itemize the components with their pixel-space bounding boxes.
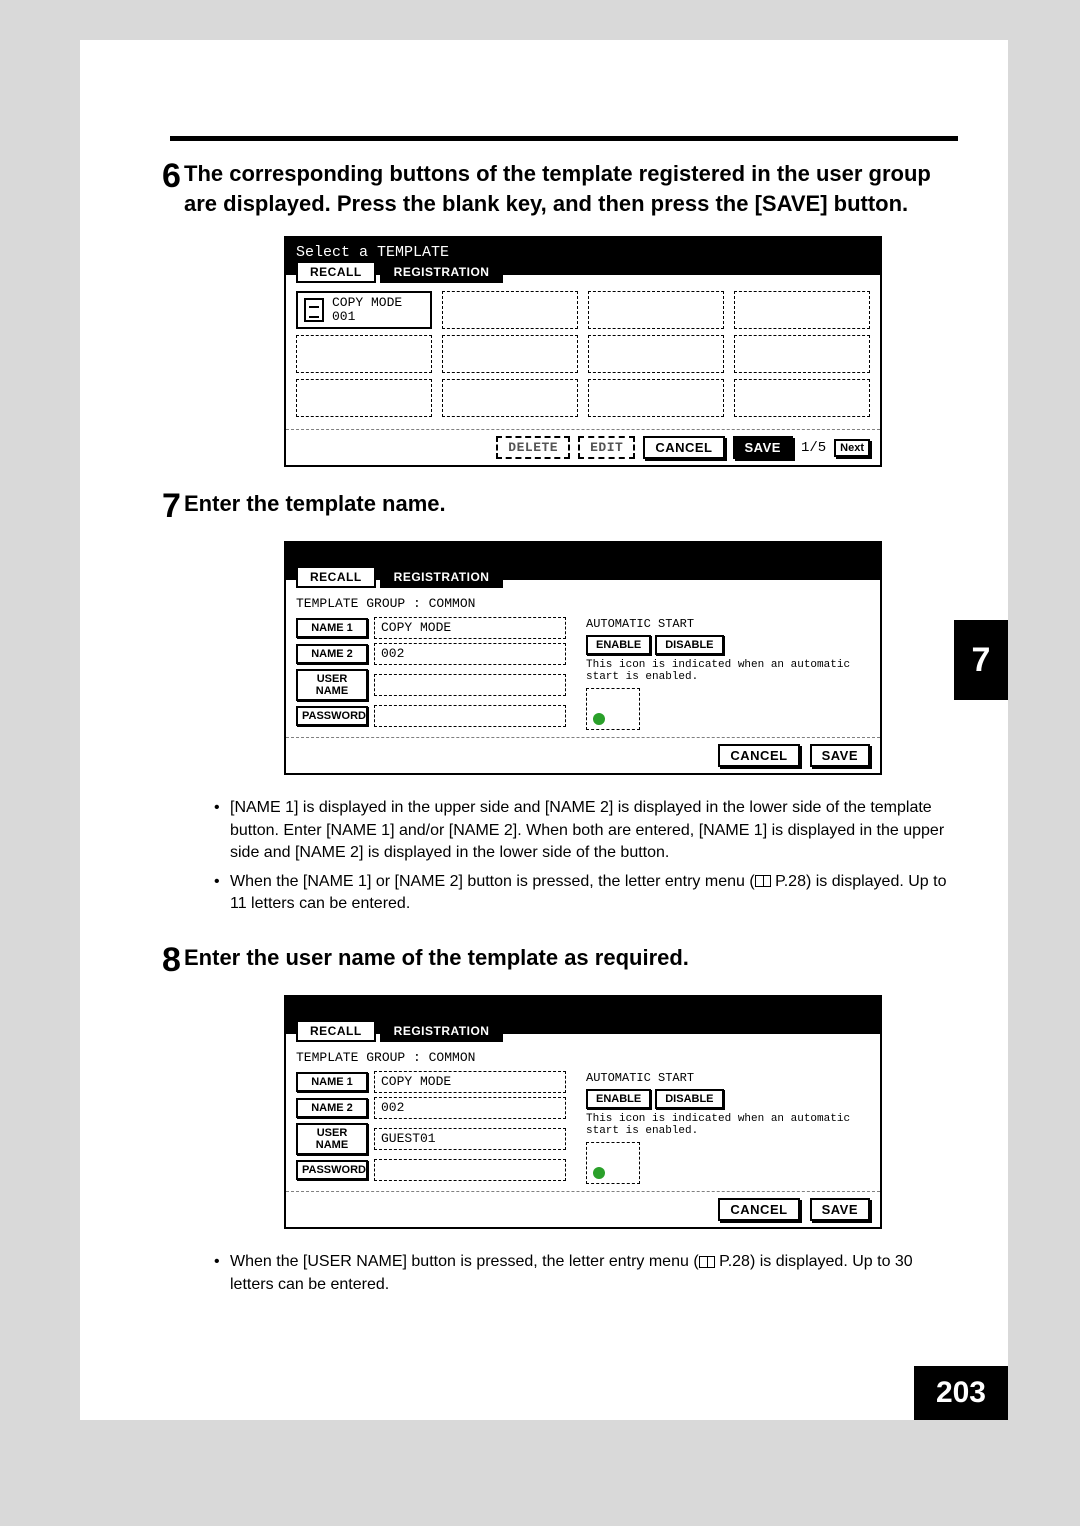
note-text: When the [NAME 1] or [NAME 2] button is … [214, 871, 948, 916]
template-name-screenshot: RECALL REGISTRATION TEMPLATE GROUP : COM… [284, 541, 882, 775]
template-slot-empty[interactable] [442, 291, 578, 329]
template-slot-empty[interactable] [588, 291, 724, 329]
delete-button[interactable]: DELETE [496, 436, 570, 459]
edit-button[interactable]: EDIT [578, 436, 635, 459]
template-select-screenshot: Select a TEMPLATE RECALL REGISTRATION CO… [284, 236, 882, 467]
template-username-screenshot: RECALL REGISTRATION TEMPLATE GROUP : COM… [284, 995, 882, 1229]
section-rule [170, 136, 958, 141]
template-slot-1[interactable]: COPY MODE 001 [296, 291, 432, 329]
save-button[interactable]: SAVE [733, 436, 793, 459]
template-group-label: TEMPLATE GROUP : COMMON [296, 596, 870, 611]
automatic-start-label: AUTOMATIC START [586, 1071, 870, 1085]
step-number: 8 [140, 943, 184, 977]
password-button[interactable]: PASSWORD [296, 706, 368, 726]
step-number: 7 [140, 489, 184, 523]
tabs: RECALL REGISTRATION [286, 566, 880, 588]
tabs: RECALL REGISTRATION [286, 1020, 880, 1042]
template-slot-empty[interactable] [588, 379, 724, 417]
note-text: [NAME 1] is displayed in the upper side … [214, 797, 948, 864]
screen-footer: DELETE EDIT CANCEL SAVE 1/5 Next [286, 429, 880, 465]
manual-ref-icon [755, 875, 771, 887]
username-field[interactable]: GUEST01 [374, 1128, 566, 1150]
step-6: 6 The corresponding buttons of the templ… [140, 159, 948, 218]
password-field[interactable] [374, 1159, 566, 1181]
cancel-button[interactable]: CANCEL [718, 1198, 799, 1221]
next-button[interactable]: Next [834, 439, 870, 457]
note-text: When the [USER NAME] button is pressed, … [214, 1251, 948, 1296]
automatic-start-label: AUTOMATIC START [586, 617, 870, 631]
tab-recall[interactable]: RECALL [296, 1020, 376, 1042]
name2-button[interactable]: NAME 2 [296, 644, 368, 664]
step-7-notes: [NAME 1] is displayed in the upper side … [214, 797, 948, 915]
name1-field[interactable]: COPY MODE [374, 617, 566, 639]
document-icon [304, 298, 324, 322]
manual-page: 6 The corresponding buttons of the templ… [80, 40, 1008, 1420]
cancel-button[interactable]: CANCEL [643, 436, 724, 459]
template-slot-empty[interactable] [296, 335, 432, 373]
screen-footer: CANCEL SAVE [286, 737, 880, 773]
cancel-button[interactable]: CANCEL [718, 744, 799, 767]
name1-button[interactable]: NAME 1 [296, 618, 368, 638]
name1-button[interactable]: NAME 1 [296, 1072, 368, 1092]
tab-recall[interactable]: RECALL [296, 566, 376, 588]
username-button[interactable]: USER NAME [296, 669, 368, 701]
slot-line2: 001 [332, 309, 355, 324]
step-8-notes: When the [USER NAME] button is pressed, … [214, 1251, 948, 1296]
auto-start-icon [586, 688, 640, 730]
enable-button[interactable]: ENABLE [586, 635, 651, 655]
step-text: Enter the template name. [184, 489, 446, 523]
save-button[interactable]: SAVE [810, 1198, 870, 1221]
manual-ref-icon [699, 1256, 715, 1268]
chapter-tab: 7 [954, 620, 1008, 700]
template-slot-empty[interactable] [734, 379, 870, 417]
tabs: RECALL REGISTRATION [286, 261, 880, 283]
template-grid: COPY MODE 001 [286, 283, 880, 429]
step-8: 8 Enter the user name of the template as… [140, 943, 948, 977]
page-number: 203 [914, 1366, 1008, 1420]
template-slot-empty[interactable] [296, 379, 432, 417]
name1-field[interactable]: COPY MODE [374, 1071, 566, 1093]
step-text: The corresponding buttons of the templat… [184, 159, 948, 218]
disable-button[interactable]: DISABLE [655, 635, 723, 655]
template-slot-empty[interactable] [442, 379, 578, 417]
name2-button[interactable]: NAME 2 [296, 1098, 368, 1118]
name2-field[interactable]: 002 [374, 1097, 566, 1119]
template-group-label: TEMPLATE GROUP : COMMON [296, 1050, 870, 1065]
template-slot-empty[interactable] [734, 291, 870, 329]
name2-field[interactable]: 002 [374, 643, 566, 665]
disable-button[interactable]: DISABLE [655, 1089, 723, 1109]
screen-footer: CANCEL SAVE [286, 1191, 880, 1227]
pager: 1/5 [801, 440, 826, 456]
slot-line1: COPY MODE [332, 295, 402, 310]
password-field[interactable] [374, 705, 566, 727]
username-button[interactable]: USER NAME [296, 1123, 368, 1155]
template-slot-empty[interactable] [588, 335, 724, 373]
step-7: 7 Enter the template name. [140, 489, 948, 523]
save-button[interactable]: SAVE [810, 744, 870, 767]
tab-recall[interactable]: RECALL [296, 261, 376, 283]
tab-registration[interactable]: REGISTRATION [380, 566, 504, 588]
template-slot-empty[interactable] [442, 335, 578, 373]
template-slot-empty[interactable] [734, 335, 870, 373]
step-text: Enter the user name of the template as r… [184, 943, 689, 977]
enable-button[interactable]: ENABLE [586, 1089, 651, 1109]
auto-start-hint: This icon is indicated when an automatic… [586, 1113, 870, 1137]
tab-registration[interactable]: REGISTRATION [380, 1020, 504, 1042]
tab-registration[interactable]: REGISTRATION [380, 261, 504, 283]
password-button[interactable]: PASSWORD [296, 1160, 368, 1180]
auto-start-icon [586, 1142, 640, 1184]
step-number: 6 [140, 159, 184, 218]
username-field[interactable] [374, 674, 566, 696]
auto-start-hint: This icon is indicated when an automatic… [586, 659, 870, 683]
